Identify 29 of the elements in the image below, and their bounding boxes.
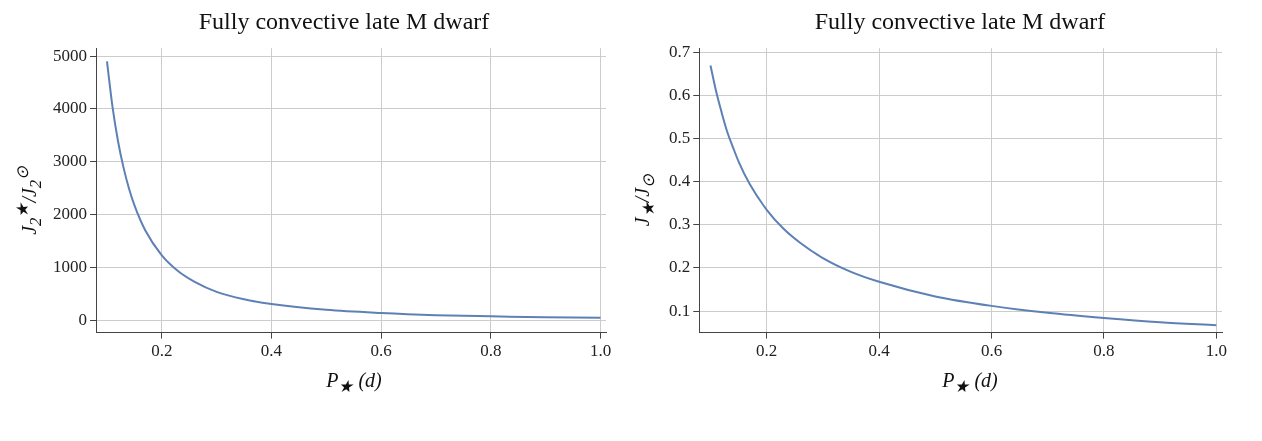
x-axis-title: P$_{★}$ (d) [941,369,999,397]
x-tick-label: 0.8 [1093,341,1115,361]
y-tick-label: 2000 [53,204,87,224]
y-tick-label: 0.6 [669,85,691,105]
y-tick-label: 0.7 [669,41,691,61]
x-tick-label: 0.6 [980,341,1003,361]
y-tick-label: 0.5 [669,128,691,148]
line-series [709,64,1218,327]
y-tick-label: 0.4 [669,171,691,191]
x-tick-label: 1.0 [589,341,612,361]
chart-title: Fully convective late M dwarf [197,8,491,35]
x-tick-label: 0.2 [756,341,778,361]
x-tick-label: 1.0 [1205,341,1227,361]
y-tick-label: 0.2 [669,257,691,277]
x-tick-label: 0.2 [151,341,173,361]
y-tick-label: 5000 [53,45,87,65]
y-tick-label: 0.1 [669,300,691,320]
x-tick-label: 0.4 [868,341,891,361]
x-axis-title: P$_{★}$ (d) [325,369,383,397]
x-tick-label: 0.4 [260,341,283,361]
x-tick-label: 0.6 [370,341,392,361]
y-tick-label: 1000 [53,257,87,277]
line-series [105,60,602,319]
y-tick-label: 3000 [53,151,87,171]
y-tick-label: 4000 [53,98,87,118]
y-tick-label: 0.3 [669,214,691,234]
chart-title: Fully convective late M dwarf [813,8,1107,35]
y-tick-label: 0 [78,309,87,329]
x-tick-label: 0.8 [480,341,502,361]
